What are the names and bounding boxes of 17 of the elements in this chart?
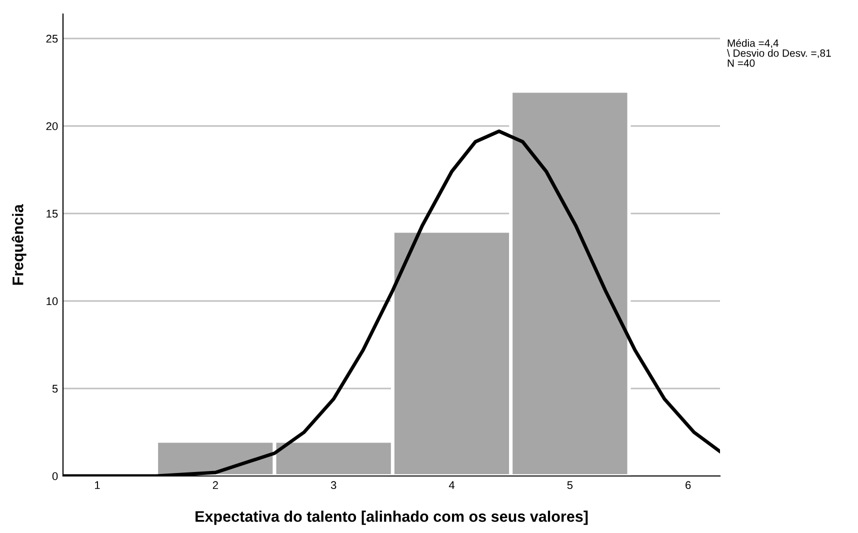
x-tick-label: 5 <box>567 481 573 490</box>
y-axis-title: Frequência <box>12 204 26 285</box>
x-tick-label: 2 <box>212 481 218 489</box>
y-tick-label: 0 <box>52 472 58 480</box>
x-axis-title: Expectativa do talento [alinhado com os seus valores] <box>196 510 588 525</box>
y-tick-label: 5 <box>52 384 58 393</box>
x-tick-label: 6 <box>686 481 691 490</box>
x-tick-label: 3 <box>330 481 336 490</box>
text: N =40 <box>728 59 755 67</box>
y-tick-label: 15 <box>46 210 58 218</box>
x-tick-label: 4 <box>448 481 455 489</box>
text: Média =4,4 <box>728 39 779 48</box>
y-tick-label: 10 <box>46 297 58 306</box>
x-tick-label: 1 <box>95 481 100 489</box>
y-tick-label: 25 <box>46 34 58 43</box>
y-tick-label: 20 <box>46 122 58 130</box>
text: \ Desvio do Desv. =,81 <box>727 49 831 58</box>
